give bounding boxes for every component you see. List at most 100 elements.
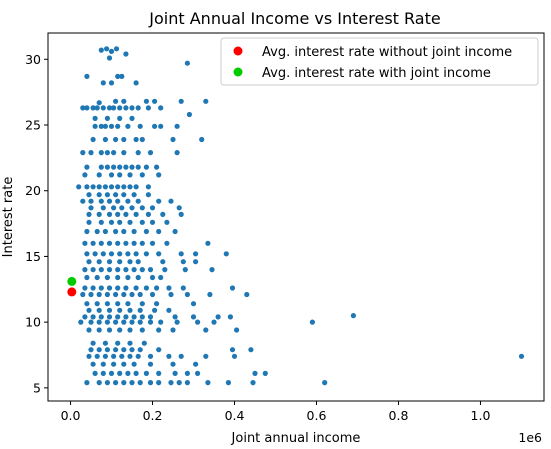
data-point xyxy=(106,285,113,291)
data-point xyxy=(195,319,201,325)
data-point xyxy=(203,98,209,104)
data-point xyxy=(88,319,94,325)
data-point xyxy=(143,370,149,376)
data-point xyxy=(231,353,238,359)
data-point xyxy=(115,184,121,190)
data-point xyxy=(96,291,102,298)
data-point xyxy=(113,380,119,386)
data-point xyxy=(123,285,129,291)
data-point xyxy=(143,251,149,257)
y-axis-label: Interest rate xyxy=(1,177,16,258)
data-point xyxy=(106,211,113,217)
data-point xyxy=(147,361,154,367)
data-point xyxy=(117,327,123,333)
data-point xyxy=(168,380,174,386)
data-point xyxy=(108,370,115,376)
data-point xyxy=(184,291,190,298)
data-point xyxy=(125,123,131,129)
data-point xyxy=(106,314,113,320)
data-point xyxy=(137,123,143,129)
data-point xyxy=(158,274,164,281)
data-point xyxy=(147,267,154,273)
data-point xyxy=(84,164,90,170)
data-point xyxy=(133,80,139,86)
data-point xyxy=(158,123,164,129)
data-point xyxy=(102,353,108,359)
data-point xyxy=(195,370,201,376)
data-point xyxy=(133,184,139,190)
data-point xyxy=(193,251,199,257)
data-point xyxy=(129,319,135,325)
data-point xyxy=(121,291,127,298)
data-point xyxy=(149,274,156,281)
data-point xyxy=(123,51,129,57)
data-point xyxy=(127,340,133,346)
data-point xyxy=(137,380,143,386)
data-point xyxy=(86,307,92,313)
data-point xyxy=(135,150,141,156)
data-point xyxy=(111,105,117,111)
data-point xyxy=(309,319,315,325)
data-point xyxy=(205,380,211,386)
data-point xyxy=(100,370,106,376)
data-point xyxy=(115,314,121,320)
data-point xyxy=(84,251,90,257)
data-point xyxy=(184,60,190,66)
data-point xyxy=(108,219,115,225)
x-axis-scale-label: 1e6 xyxy=(518,430,542,445)
data-point xyxy=(203,353,209,359)
data-point xyxy=(96,192,102,198)
data-point xyxy=(139,301,145,307)
data-point xyxy=(143,98,149,104)
data-point xyxy=(108,184,115,190)
data-point xyxy=(152,123,158,129)
x-axis-ticks: 0.0 0.2 0.4 0.6 0.8 1.0 xyxy=(61,401,490,423)
data-point xyxy=(143,228,149,235)
y-tick-label: 5 xyxy=(33,380,41,395)
data-point xyxy=(166,285,172,291)
data-point xyxy=(119,73,125,79)
data-points xyxy=(67,46,525,386)
data-point xyxy=(182,267,188,273)
data-point xyxy=(104,291,110,298)
data-point xyxy=(121,98,127,104)
data-point xyxy=(172,228,178,235)
data-point xyxy=(90,136,96,143)
data-point xyxy=(82,267,88,273)
data-point xyxy=(98,123,104,129)
data-point xyxy=(190,314,197,320)
data-point xyxy=(113,319,119,325)
data-point xyxy=(133,251,139,257)
data-point xyxy=(123,105,129,111)
data-point xyxy=(143,164,149,170)
data-point xyxy=(86,259,92,265)
data-point xyxy=(131,314,137,320)
data-point xyxy=(170,361,176,367)
data-point xyxy=(164,240,170,246)
data-point xyxy=(80,198,86,204)
data-point xyxy=(250,380,256,386)
data-point xyxy=(84,301,90,307)
data-point xyxy=(90,361,96,367)
chart-title: Joint Annual Income vs Interest Rate xyxy=(148,9,440,28)
data-point xyxy=(94,353,100,359)
data-point xyxy=(131,361,137,367)
data-point xyxy=(147,314,154,320)
data-point xyxy=(170,327,176,333)
data-point xyxy=(108,80,115,86)
data-point xyxy=(106,55,113,61)
data-point xyxy=(125,370,131,376)
data-point xyxy=(129,380,135,386)
data-point xyxy=(156,380,162,386)
data-point xyxy=(100,251,106,257)
data-point xyxy=(82,285,88,291)
data-point xyxy=(178,353,184,359)
data-point xyxy=(108,251,115,257)
data-point xyxy=(123,267,129,273)
data-point xyxy=(82,314,88,320)
data-point xyxy=(121,150,127,156)
data-point xyxy=(139,136,145,143)
data-point xyxy=(129,347,135,353)
data-point xyxy=(90,285,96,291)
data-point xyxy=(98,314,104,320)
